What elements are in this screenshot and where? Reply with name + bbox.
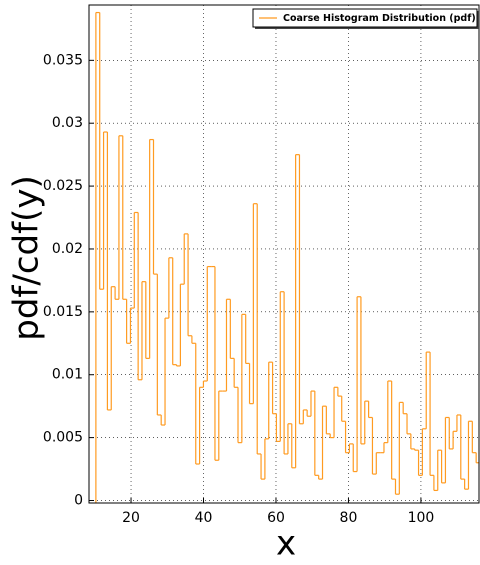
x-tick-label: 20 bbox=[122, 510, 140, 526]
y-axis-label: pdf/cdf(y) bbox=[7, 175, 47, 340]
x-axis-label: x bbox=[276, 524, 296, 564]
y-tick-label: 0.03 bbox=[52, 115, 83, 131]
x-tick-label: 60 bbox=[267, 510, 285, 526]
legend-label: Coarse Histogram Distribution (pdf) bbox=[283, 13, 476, 24]
y-tick-label: 0.01 bbox=[52, 367, 83, 383]
x-tick-label: 40 bbox=[195, 510, 213, 526]
y-tick-label: 0.035 bbox=[43, 52, 83, 68]
legend-box bbox=[252, 8, 478, 28]
y-tick-label: 0.025 bbox=[43, 178, 83, 194]
y-tick-label: 0.02 bbox=[52, 241, 83, 257]
plot-area bbox=[95, 11, 479, 503]
x-tick-label: 80 bbox=[340, 510, 358, 526]
plot-frame bbox=[88, 4, 480, 504]
y-tick-label: 0.015 bbox=[43, 304, 83, 320]
y-tick-label: 0.005 bbox=[43, 430, 83, 446]
x-tick-label: 100 bbox=[408, 510, 435, 526]
y-tick-label: 0 bbox=[74, 492, 83, 508]
